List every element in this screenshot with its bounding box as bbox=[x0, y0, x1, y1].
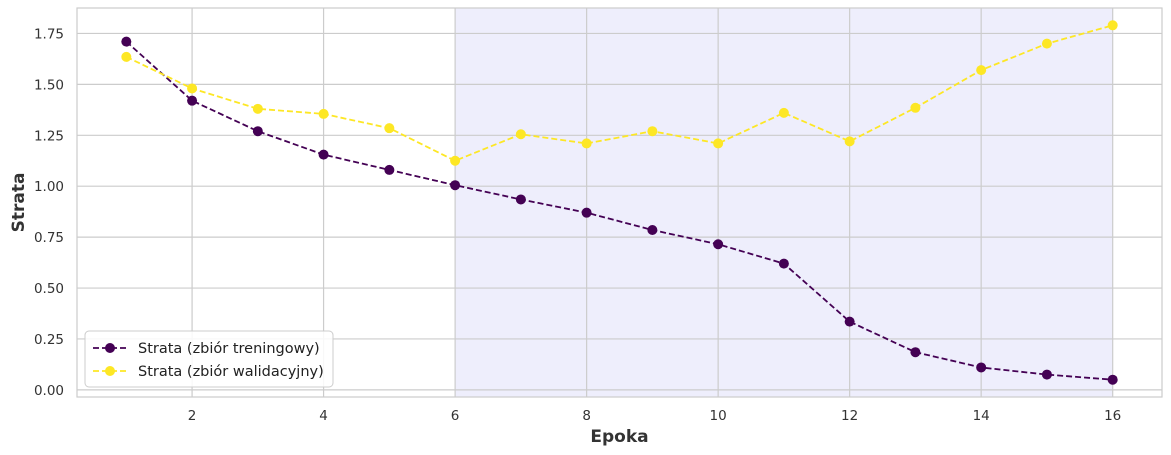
plot-frame bbox=[76, 7, 1163, 398]
data-point bbox=[647, 224, 658, 235]
data-point bbox=[384, 123, 395, 134]
legend-box bbox=[84, 330, 334, 388]
x-tick-label: 10 bbox=[710, 408, 727, 424]
x-tick-label: 12 bbox=[841, 408, 858, 424]
x-tick-label: 6 bbox=[451, 408, 460, 424]
y-tick-label: 0.50 bbox=[34, 281, 64, 297]
data-point bbox=[252, 126, 263, 137]
y-tick-label: 1.75 bbox=[34, 26, 64, 42]
legend: Strata (zbiór treningowy) Strata (zbiór w… bbox=[84, 330, 334, 388]
data-point bbox=[976, 362, 987, 373]
data-point bbox=[515, 129, 526, 140]
data-point bbox=[318, 108, 329, 119]
y-axis-label: Strata bbox=[9, 173, 29, 233]
legend-label: Strata (zbiór walidacyjny) bbox=[138, 364, 324, 380]
data-point bbox=[844, 136, 855, 147]
data-point bbox=[1041, 369, 1052, 380]
data-point bbox=[450, 180, 461, 191]
series-training bbox=[121, 36, 1118, 385]
data-point bbox=[1041, 38, 1052, 49]
data-point bbox=[844, 316, 855, 327]
y-tick-label: 0.75 bbox=[34, 230, 64, 246]
y-tick-label: 0.25 bbox=[34, 332, 64, 348]
data-point bbox=[1107, 374, 1118, 385]
y-tick-label: 1.25 bbox=[34, 128, 64, 144]
data-point bbox=[976, 65, 987, 76]
data-point bbox=[778, 258, 789, 269]
data-point bbox=[778, 107, 789, 118]
data-point bbox=[910, 347, 921, 358]
x-tick-label: 4 bbox=[319, 408, 328, 424]
y-tick-label: 0.00 bbox=[34, 383, 64, 399]
data-point bbox=[318, 149, 329, 160]
grid bbox=[77, 8, 1162, 397]
y-tick-label: 1.00 bbox=[34, 179, 64, 195]
series-validation bbox=[121, 20, 1118, 166]
data-point bbox=[187, 83, 198, 94]
data-point bbox=[187, 95, 198, 106]
x-axis-label: Epoka bbox=[590, 427, 648, 447]
x-tick-label: 16 bbox=[1104, 408, 1121, 424]
series-line bbox=[125, 40, 1113, 381]
data-point bbox=[252, 103, 263, 114]
shaded-region bbox=[455, 8, 1113, 397]
legend-label: Strata (zbiór treningowy) bbox=[138, 341, 320, 357]
y-axis-ticks: 0.00 0.25 0.50 0.75 1.00 1.25 1.50 1.75 bbox=[34, 26, 64, 398]
data-point bbox=[581, 138, 592, 149]
series-layer bbox=[121, 20, 1118, 385]
x-tick-label: 14 bbox=[973, 408, 990, 424]
x-axis-ticks: 2 4 6 8 10 12 14 16 bbox=[188, 408, 1121, 424]
data-point bbox=[910, 102, 921, 113]
y-tick-label: 1.50 bbox=[34, 77, 64, 93]
data-point bbox=[384, 164, 395, 175]
data-point bbox=[581, 207, 592, 218]
data-point bbox=[121, 51, 132, 62]
x-tick-label: 2 bbox=[188, 408, 197, 424]
data-point bbox=[713, 239, 724, 250]
legend-marker bbox=[105, 366, 115, 376]
data-point bbox=[515, 194, 526, 205]
data-point bbox=[1107, 20, 1118, 31]
data-point bbox=[450, 155, 461, 166]
data-point bbox=[647, 126, 658, 137]
series-line bbox=[125, 24, 1113, 162]
legend-marker bbox=[105, 343, 115, 353]
x-tick-label: 8 bbox=[582, 408, 591, 424]
data-point bbox=[121, 36, 132, 47]
data-point bbox=[713, 138, 724, 149]
